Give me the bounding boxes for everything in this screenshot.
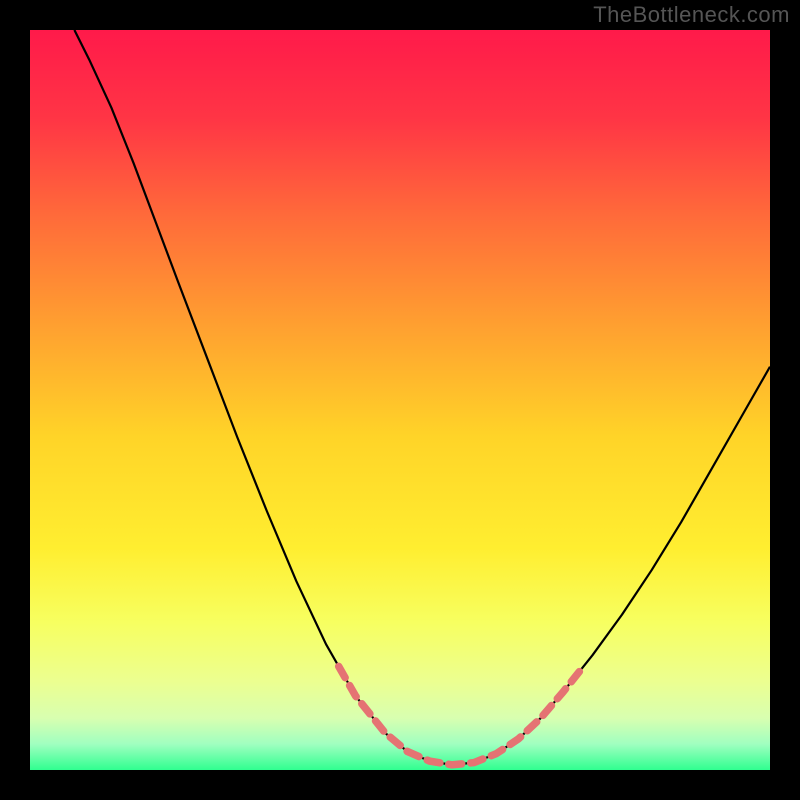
plot-gradient-background <box>30 30 770 770</box>
chart-container: TheBottleneck.com <box>0 0 800 800</box>
bottleneck-curve-chart <box>0 0 800 800</box>
